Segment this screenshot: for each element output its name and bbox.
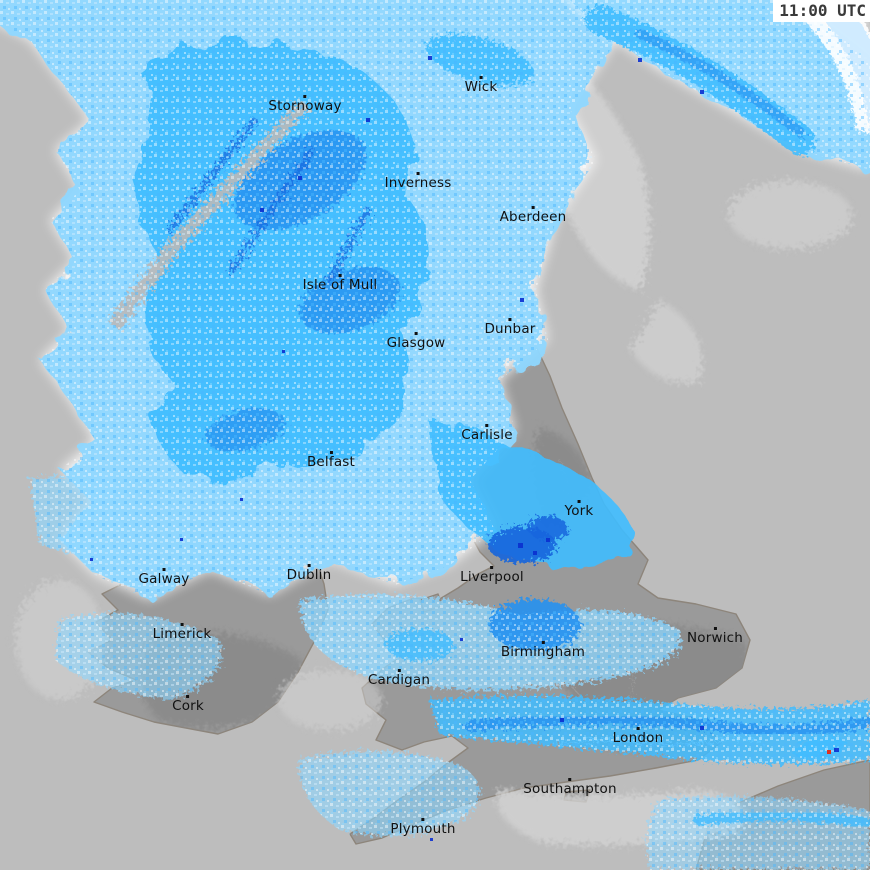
heavy-rain-specks xyxy=(90,56,839,841)
timestamp-badge: 11:00 UTC xyxy=(773,0,870,22)
extreme-rain-speck xyxy=(827,750,831,754)
